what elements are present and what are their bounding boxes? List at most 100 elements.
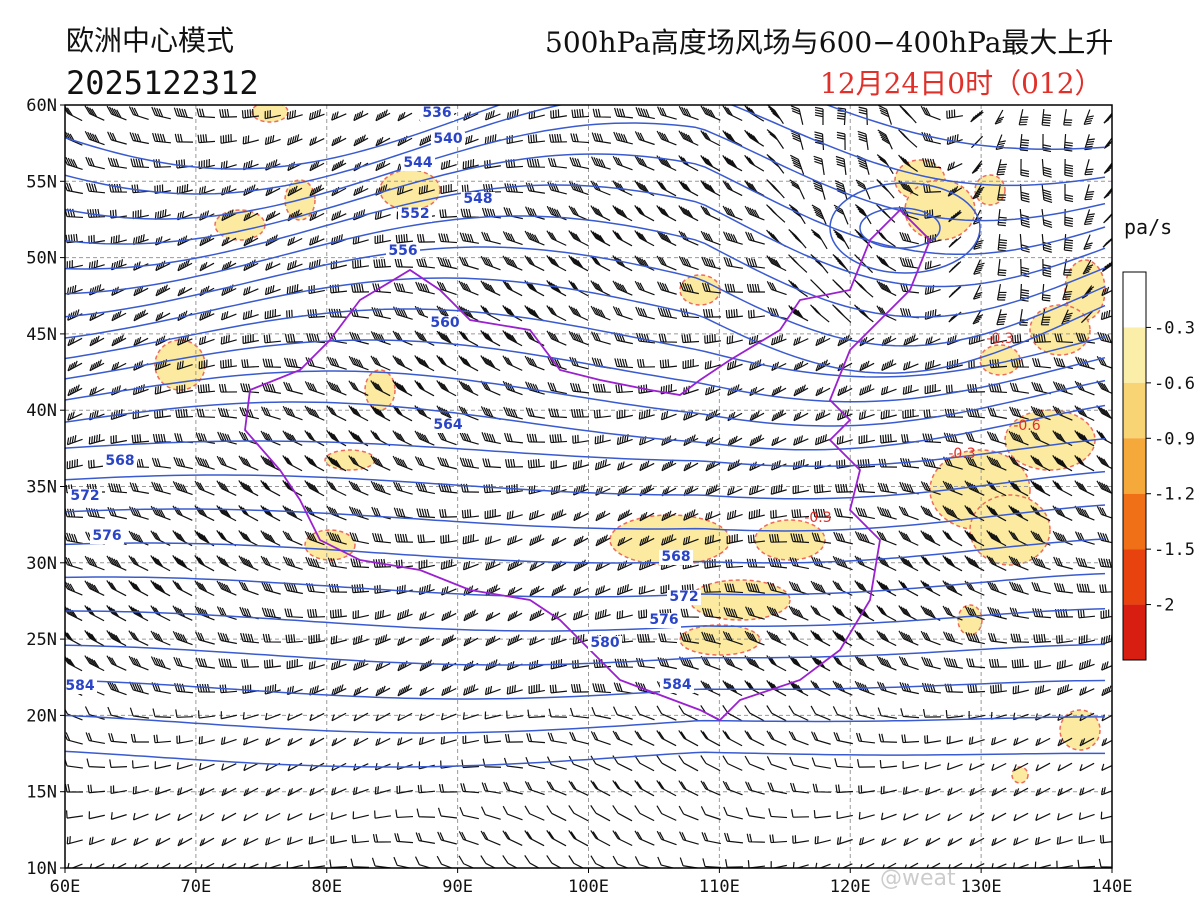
wind-barb	[438, 233, 458, 244]
wind-barb	[374, 234, 391, 245]
wind-barb	[199, 234, 215, 247]
colorbar-segment	[1123, 327, 1146, 383]
wind-barb	[991, 787, 1007, 797]
wind-barb	[106, 680, 127, 696]
wind-barb	[770, 334, 787, 346]
wind-barb	[550, 109, 567, 119]
wind-barb	[441, 586, 457, 596]
wind-barb	[901, 734, 920, 744]
wind-barb	[286, 109, 303, 120]
wind-barb	[1012, 685, 1029, 695]
wind-barb	[836, 107, 847, 126]
wind-barb	[967, 684, 986, 694]
wind-barb	[1078, 835, 1095, 845]
wind-barb	[1008, 480, 1029, 497]
wind-barb	[948, 311, 962, 323]
wind-barb	[348, 380, 369, 396]
wind-barb	[547, 382, 567, 395]
contour-label: 560	[430, 315, 459, 331]
wind-barb	[1033, 633, 1052, 644]
wind-barb	[704, 534, 721, 545]
wind-barb	[899, 257, 920, 269]
wind-barb	[679, 632, 699, 644]
wind-barb	[110, 434, 127, 445]
wind-barb	[370, 331, 391, 346]
wind-barb	[132, 384, 149, 396]
wind-barb	[880, 785, 897, 795]
wind-barb	[106, 555, 127, 571]
wind-barb	[680, 608, 700, 618]
wind-barb	[219, 108, 238, 118]
wind-barb	[524, 230, 545, 246]
wind-barb	[987, 407, 1007, 420]
wind-barb	[106, 605, 127, 622]
wind-barb	[1083, 109, 1094, 126]
wind-barb	[943, 456, 963, 470]
wind-barb	[328, 583, 348, 593]
wind-barb	[815, 386, 831, 397]
wind-barb	[110, 234, 127, 245]
wind-barb	[1103, 162, 1112, 174]
wind-barb	[997, 184, 1007, 201]
border	[244, 208, 932, 722]
wind-barb	[503, 207, 523, 220]
wind-barb	[419, 611, 435, 621]
wind-barb	[287, 713, 303, 721]
wind-barb	[1008, 505, 1029, 522]
wind-barb	[791, 509, 810, 519]
wind-barb	[548, 408, 568, 419]
wind-barb	[329, 284, 348, 294]
wind-barb	[656, 130, 677, 146]
wind-barb	[612, 230, 633, 247]
wind-barb	[991, 762, 1007, 772]
wind-barb	[612, 830, 633, 847]
wind-barb	[221, 812, 237, 822]
wind-barb	[881, 335, 897, 347]
wind-barb	[590, 805, 611, 822]
lat-label: 10N	[26, 859, 57, 879]
wind-barb	[154, 786, 171, 796]
wind-barb	[526, 733, 546, 744]
wind-barb	[151, 457, 172, 469]
height-contour	[859, 207, 941, 249]
wind-barb	[67, 411, 83, 421]
wind-barb	[810, 680, 831, 697]
wind-barb	[879, 433, 898, 444]
wind-barb	[995, 134, 1006, 151]
wind-barb	[749, 434, 765, 447]
wind-barb	[370, 430, 391, 447]
wind-barb	[128, 630, 149, 647]
wind-barb	[458, 256, 479, 270]
wind-barb	[1064, 183, 1074, 203]
wind-barb	[348, 506, 369, 521]
ascent-area	[1029, 304, 1091, 356]
wind-barb	[1053, 556, 1073, 570]
wind-barb	[679, 656, 699, 670]
wind-barb	[418, 184, 435, 195]
contour-label: 568	[105, 453, 134, 469]
wind-barb	[176, 735, 193, 744]
wind-barb	[220, 334, 237, 345]
wind-barb	[639, 460, 655, 472]
wind-barb	[1052, 430, 1073, 447]
wind-barb	[898, 505, 919, 521]
wind-barb	[507, 535, 523, 546]
wind-barb	[639, 535, 655, 547]
contour-label-bg	[420, 106, 454, 121]
colorbar-label: -2	[1154, 596, 1174, 616]
wind-barb	[946, 335, 963, 346]
wind-barb	[592, 683, 612, 694]
wind-barb	[616, 584, 633, 596]
wind-barb	[372, 532, 392, 544]
wind-barb	[397, 111, 413, 122]
lat-label: 55N	[26, 172, 57, 192]
wind-barb	[260, 555, 281, 571]
wind-barb	[217, 632, 237, 645]
wind-barb	[66, 434, 83, 446]
wind-barb	[745, 606, 765, 620]
wind-barb	[678, 230, 699, 246]
wind-barb	[528, 684, 545, 695]
wind-barb	[175, 709, 194, 718]
wind-barb	[243, 812, 259, 822]
wind-barb	[419, 635, 435, 647]
